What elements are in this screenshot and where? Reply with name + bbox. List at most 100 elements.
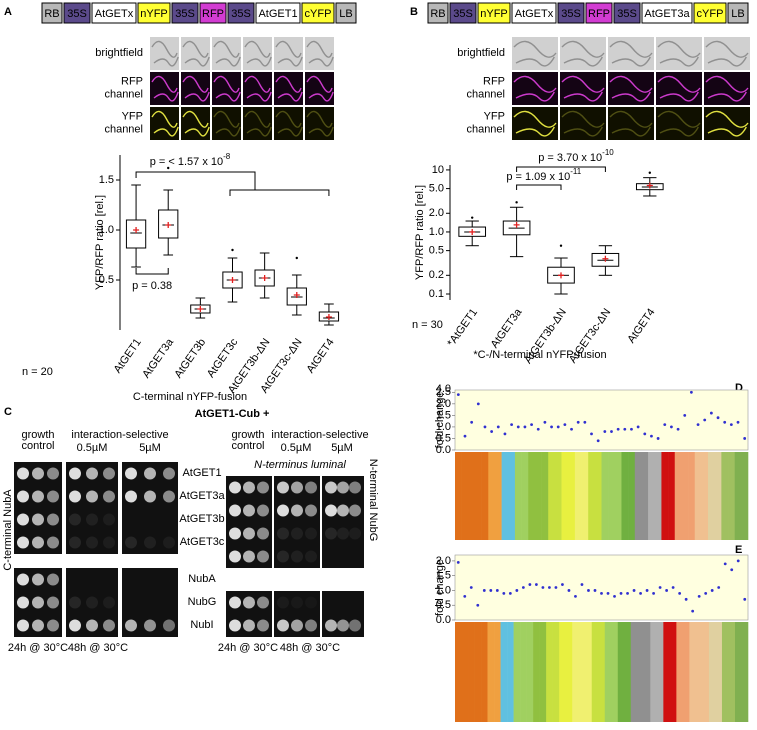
micrograph xyxy=(704,107,750,140)
dot xyxy=(703,418,707,422)
yeast-spot xyxy=(144,619,156,632)
construct-box xyxy=(91,2,137,24)
dot xyxy=(583,420,587,424)
construct-label: 35S xyxy=(175,8,195,20)
yeast-spot xyxy=(17,490,29,503)
yeast-spot xyxy=(47,467,59,480)
tissue-band xyxy=(468,622,475,722)
dot xyxy=(482,589,486,592)
yeast-spot xyxy=(86,513,98,526)
x-tick-label: AtGET3b xyxy=(172,337,208,381)
dot xyxy=(503,432,507,436)
construct-label: nYFP xyxy=(140,8,168,20)
tissue-band xyxy=(741,452,749,540)
tissue-band xyxy=(578,622,586,722)
dot xyxy=(561,583,564,586)
p-exponent: -10 xyxy=(602,148,614,157)
cell-outline xyxy=(561,40,605,67)
cell-outline xyxy=(306,75,334,102)
yeast-spot xyxy=(144,490,156,503)
yeast-spot xyxy=(305,597,317,609)
tissue-band xyxy=(520,622,527,722)
construct-box xyxy=(63,2,91,24)
x-tick-label: AtGET3a xyxy=(489,306,525,351)
tissue-band xyxy=(539,622,547,722)
dot xyxy=(650,434,653,438)
channel-label: channel xyxy=(104,88,143,100)
cell-outline xyxy=(306,40,334,67)
tissue-band xyxy=(694,452,702,540)
dot xyxy=(534,583,538,586)
tissue-band xyxy=(688,452,696,540)
tissue-band xyxy=(588,452,596,540)
dot xyxy=(689,390,693,394)
yeast-spot xyxy=(349,619,361,632)
tissue-band xyxy=(507,622,514,722)
yeast-spot xyxy=(163,536,175,549)
time-label: 48h @ 30°C xyxy=(68,642,128,654)
outlier xyxy=(559,244,563,247)
y-tick-label: 1.5 xyxy=(436,570,451,582)
tissue-band xyxy=(682,622,690,722)
micrograph xyxy=(512,107,558,140)
yeast-spot xyxy=(17,467,29,480)
construct-label: nYFP xyxy=(480,8,508,20)
tissue-band xyxy=(513,622,521,722)
yeast-spot xyxy=(103,490,115,503)
bracket xyxy=(516,166,606,172)
row-label: AtGET3a xyxy=(179,490,225,502)
dot xyxy=(463,594,467,598)
dot xyxy=(723,562,727,566)
yeast-spot xyxy=(125,619,137,632)
dot xyxy=(469,586,473,589)
dot xyxy=(658,586,662,589)
n-label: n = 20 xyxy=(22,366,53,378)
dot xyxy=(656,437,660,440)
construct-label: 35S xyxy=(231,8,251,20)
tissue-band xyxy=(661,452,669,540)
yeast-spot xyxy=(349,481,361,494)
p-value: p = 1.09 x 10-11 xyxy=(506,167,581,183)
mean-marker xyxy=(133,227,140,233)
tissue-band xyxy=(604,622,612,722)
yeast-spot xyxy=(17,619,29,632)
y-tick-label: 0.5 xyxy=(436,432,451,444)
axis-break-label: 4.0 xyxy=(436,383,451,395)
mean-marker xyxy=(261,275,268,281)
yeast-spot xyxy=(257,619,269,632)
tissue-band xyxy=(591,622,599,722)
yeast-spot xyxy=(277,550,289,563)
header: 5µM xyxy=(331,442,353,454)
yeast-spot xyxy=(47,490,59,503)
tissue-band xyxy=(494,622,501,722)
dot xyxy=(550,425,553,429)
x-tick-label: AtGET4 xyxy=(625,307,657,346)
dot xyxy=(730,568,734,572)
tissue-band xyxy=(614,452,622,540)
construct-box xyxy=(585,2,613,24)
header: interaction-selective xyxy=(271,429,368,441)
yeast-spot xyxy=(229,550,241,563)
tissue-band xyxy=(628,452,636,540)
yeast-spot xyxy=(229,619,241,632)
tissue-band xyxy=(552,622,560,722)
tissue-band xyxy=(601,452,609,540)
yeast-spot xyxy=(125,467,137,480)
header: control xyxy=(21,440,54,452)
construct-box xyxy=(693,2,727,24)
cell-outline xyxy=(561,110,605,137)
y-tick-label: 0.5 xyxy=(99,274,114,286)
dot xyxy=(576,420,580,424)
yeast-spot xyxy=(32,619,44,632)
dot xyxy=(476,402,480,406)
dot xyxy=(463,434,467,438)
tissue-band xyxy=(617,622,625,722)
yeast-spot xyxy=(32,490,44,503)
tissue-band xyxy=(676,622,684,722)
yeast-spot xyxy=(257,550,269,563)
micrograph xyxy=(243,107,272,140)
dot xyxy=(670,425,673,429)
dot xyxy=(643,432,647,436)
construct-label: 35S xyxy=(67,8,87,20)
